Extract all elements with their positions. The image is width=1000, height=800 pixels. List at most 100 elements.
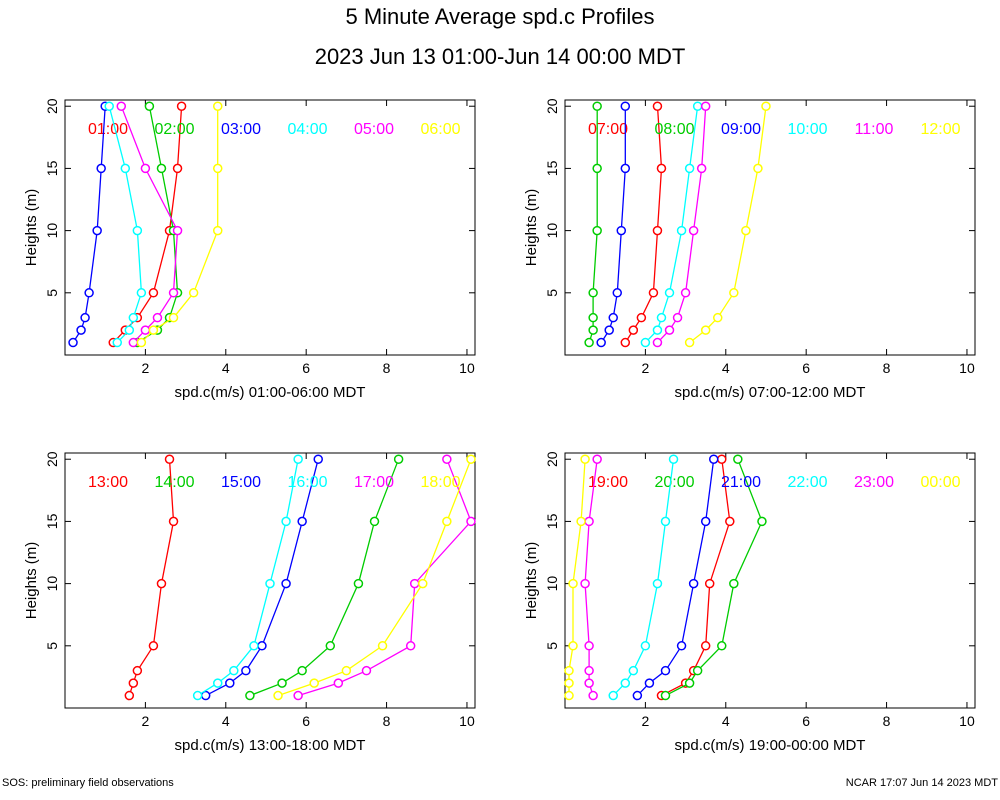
- y-tick-label: 5: [44, 289, 60, 297]
- data-point: [672, 312, 683, 323]
- series-line: [584, 459, 598, 696]
- data-point: [466, 516, 476, 527]
- data-point: [692, 665, 703, 676]
- data-point: [84, 288, 94, 298]
- data-point: [660, 665, 671, 676]
- data-point: [96, 163, 106, 174]
- data-point: [168, 288, 179, 298]
- data-point: [628, 325, 639, 335]
- y-tick-label: 20: [44, 98, 60, 114]
- x-tick-label: 4: [222, 713, 230, 729]
- data-point: [353, 578, 364, 589]
- data-point: [584, 516, 594, 527]
- data-point: [576, 516, 586, 527]
- data-point: [620, 337, 631, 348]
- footer-timestamp: NCAR 17:07 Jun 14 2023 MDT: [845, 777, 998, 789]
- data-point: [729, 288, 739, 298]
- data-point: [660, 690, 671, 701]
- series-line: [197, 459, 299, 697]
- y-axis-label: Heights (m): [23, 542, 40, 620]
- data-point: [620, 163, 631, 174]
- chart-panel-3: 2 4 6 8 10 5 10 15 20 spd.c(m/s) 13:00-18:00 MDT H…: [23, 451, 476, 754]
- x-tick-label: 2: [641, 713, 649, 729]
- data-point: [168, 516, 179, 527]
- data-point: [596, 337, 606, 348]
- x-tick-label: 6: [802, 360, 810, 376]
- data-point: [620, 678, 631, 688]
- legend-label: 05:00: [354, 121, 394, 138]
- plot-frame: [564, 99, 976, 356]
- x-tick-label: 8: [883, 360, 891, 376]
- x-tick-label: 10: [959, 713, 975, 729]
- data-point: [592, 163, 602, 174]
- y-tick-label: 10: [44, 576, 60, 592]
- data-point: [584, 678, 594, 688]
- x-tick-label: 2: [141, 360, 149, 376]
- series-line: [72, 106, 106, 343]
- series-line: [644, 106, 699, 344]
- data-point: [700, 641, 711, 651]
- footer-note: SOS: preliminary field observations: [2, 777, 174, 789]
- series-1600: [192, 454, 303, 701]
- data-point: [176, 101, 187, 111]
- data-point: [564, 665, 574, 676]
- chart-subtitle: 2023 Jun 13 01:00-Jun 14 00:00 MDT: [314, 44, 686, 69]
- data-point: [442, 516, 452, 527]
- data-point: [172, 225, 183, 236]
- y-tick-label: 20: [544, 451, 560, 467]
- data-point: [656, 312, 667, 323]
- data-point: [676, 641, 687, 651]
- data-point: [700, 325, 711, 335]
- data-point: [584, 641, 594, 651]
- data-point: [733, 454, 743, 464]
- data-point: [442, 454, 452, 464]
- data-point: [628, 665, 639, 676]
- y-tick-label: 15: [44, 513, 60, 529]
- data-point: [128, 678, 139, 688]
- y-axis-label: Heights (m): [23, 189, 40, 267]
- data-point: [584, 337, 594, 348]
- data-point: [245, 690, 255, 701]
- y-axis-label: Heights (m): [523, 542, 540, 620]
- data-point: [225, 678, 235, 688]
- x-tick-label: 10: [459, 360, 475, 376]
- data-point: [377, 641, 388, 651]
- x-tick-label: 6: [302, 360, 310, 376]
- series-1500: [200, 454, 323, 701]
- x-tick-label: 8: [883, 713, 891, 729]
- data-point: [361, 665, 372, 676]
- legend-label: 04:00: [287, 121, 327, 138]
- legend-label: 22:00: [787, 474, 827, 491]
- data-point: [168, 312, 179, 323]
- data-point: [684, 337, 695, 348]
- data-point: [172, 163, 183, 174]
- legend-label: 12:00: [920, 121, 960, 138]
- data-point: [229, 665, 239, 676]
- legend-label: 18:00: [420, 474, 460, 491]
- legend-label: 17:00: [354, 474, 394, 491]
- legend-label: 10:00: [787, 121, 827, 138]
- chart-title: 5 Minute Average spd.c Profiles: [345, 4, 655, 29]
- data-point: [257, 641, 267, 651]
- data-point: [128, 337, 139, 348]
- data-point: [592, 454, 602, 464]
- chart-panel-4: 2 4 6 8 10 5 10 15 20 spd.c(m/s) 19:00-00:00 MDT H…: [523, 451, 976, 754]
- data-point: [192, 690, 203, 701]
- series-2100: [632, 454, 719, 701]
- series-line: [612, 459, 675, 697]
- legend-label: 19:00: [588, 474, 628, 491]
- data-point: [80, 312, 90, 323]
- x-axis-label: spd.c(m/s) 19:00-00:00 MDT: [675, 737, 866, 754]
- data-point: [652, 101, 663, 111]
- data-point: [620, 101, 631, 111]
- data-point: [725, 516, 735, 527]
- data-point: [688, 225, 699, 236]
- data-point: [293, 690, 303, 701]
- y-tick-label: 20: [544, 98, 560, 114]
- series-0400: [104, 101, 147, 348]
- data-point: [717, 641, 727, 651]
- x-tick-label: 6: [802, 713, 810, 729]
- data-point: [604, 325, 614, 335]
- data-point: [696, 163, 707, 174]
- data-point: [664, 288, 675, 298]
